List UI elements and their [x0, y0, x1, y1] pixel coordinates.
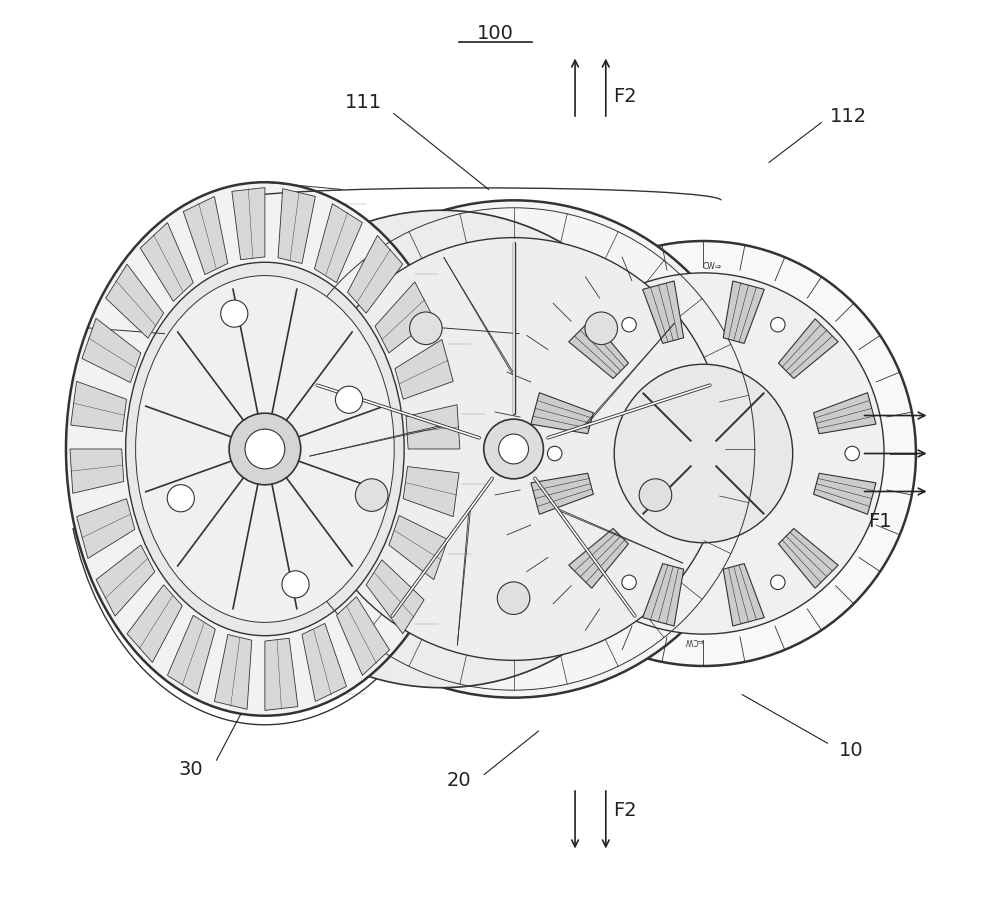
Polygon shape — [723, 281, 764, 344]
Text: F2: F2 — [613, 87, 637, 106]
Ellipse shape — [203, 210, 680, 688]
Circle shape — [335, 386, 363, 414]
Polygon shape — [643, 281, 684, 344]
Polygon shape — [569, 318, 628, 378]
Polygon shape — [723, 563, 764, 626]
Circle shape — [355, 479, 388, 512]
Text: CW⇒: CW⇒ — [703, 262, 722, 271]
Circle shape — [499, 434, 528, 463]
Polygon shape — [375, 282, 434, 353]
Circle shape — [282, 571, 309, 598]
Polygon shape — [106, 264, 164, 338]
Text: 111: 111 — [345, 93, 382, 112]
Text: 20: 20 — [446, 771, 471, 790]
Polygon shape — [70, 449, 124, 493]
Polygon shape — [348, 236, 403, 313]
Ellipse shape — [491, 241, 916, 666]
Circle shape — [484, 419, 543, 479]
Circle shape — [497, 582, 530, 614]
Polygon shape — [167, 615, 215, 694]
Polygon shape — [569, 529, 628, 589]
Polygon shape — [395, 339, 453, 399]
Circle shape — [585, 312, 618, 345]
Polygon shape — [778, 529, 838, 589]
Circle shape — [245, 429, 285, 469]
Circle shape — [622, 575, 636, 590]
Text: 100: 100 — [477, 24, 514, 43]
Polygon shape — [814, 393, 876, 434]
Polygon shape — [278, 189, 315, 263]
Text: ⇐CW: ⇐CW — [685, 636, 704, 645]
Text: F2: F2 — [613, 801, 637, 820]
Polygon shape — [643, 563, 684, 626]
Polygon shape — [127, 585, 182, 662]
Circle shape — [845, 446, 859, 461]
Ellipse shape — [66, 182, 464, 716]
Polygon shape — [406, 405, 460, 449]
Polygon shape — [814, 473, 876, 514]
Circle shape — [547, 446, 562, 461]
Polygon shape — [314, 204, 362, 283]
Polygon shape — [77, 499, 135, 559]
Circle shape — [622, 317, 636, 332]
Polygon shape — [403, 466, 459, 517]
Polygon shape — [389, 515, 448, 580]
Polygon shape — [337, 597, 390, 676]
Ellipse shape — [523, 273, 884, 634]
Circle shape — [410, 312, 442, 345]
Polygon shape — [183, 197, 228, 275]
Ellipse shape — [614, 365, 793, 542]
Polygon shape — [82, 318, 141, 383]
Circle shape — [639, 479, 672, 512]
Text: 30: 30 — [179, 760, 203, 779]
Ellipse shape — [265, 200, 762, 697]
Polygon shape — [140, 222, 193, 301]
Polygon shape — [302, 623, 347, 701]
Polygon shape — [71, 381, 127, 432]
Text: F1: F1 — [868, 512, 892, 531]
Ellipse shape — [126, 262, 404, 636]
Circle shape — [229, 414, 301, 484]
Circle shape — [167, 484, 194, 512]
Polygon shape — [265, 639, 298, 710]
Ellipse shape — [136, 276, 394, 622]
Polygon shape — [778, 318, 838, 378]
Polygon shape — [214, 635, 252, 709]
Polygon shape — [366, 560, 424, 634]
Circle shape — [221, 300, 248, 327]
Circle shape — [771, 317, 785, 332]
Text: 10: 10 — [839, 741, 864, 759]
Polygon shape — [232, 188, 265, 259]
Ellipse shape — [302, 238, 725, 660]
Text: 112: 112 — [830, 107, 867, 126]
Circle shape — [771, 575, 785, 590]
Polygon shape — [96, 545, 155, 616]
Polygon shape — [531, 473, 593, 514]
Polygon shape — [531, 393, 593, 434]
